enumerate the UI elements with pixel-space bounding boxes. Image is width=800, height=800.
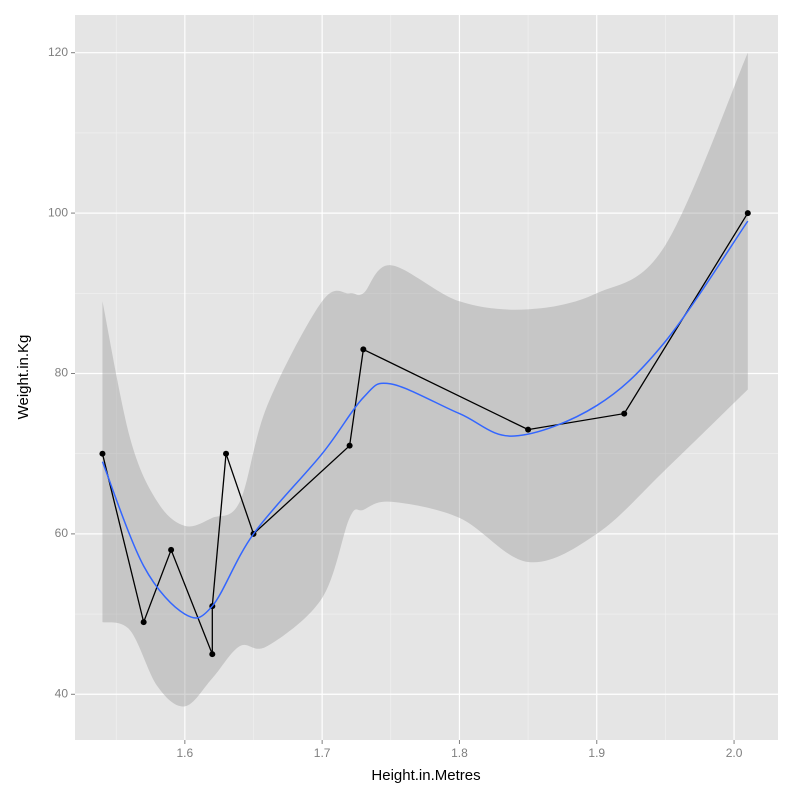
x-tick-label: 1.7 [314, 746, 331, 760]
data-point [209, 651, 216, 658]
y-tick-label: 40 [55, 686, 69, 700]
y-tick-label: 80 [55, 366, 69, 380]
x-tick-label: 1.6 [177, 746, 194, 760]
data-point [140, 619, 147, 626]
x-axis-title: Height.in.Metres [371, 767, 480, 784]
data-point [346, 442, 353, 449]
data-point [744, 210, 751, 217]
data-point [360, 346, 367, 353]
x-tick-label: 1.8 [451, 746, 468, 760]
data-point [525, 426, 532, 433]
smooth-line [101, 220, 749, 619]
data-line [101, 212, 749, 655]
data-point [99, 450, 106, 457]
data-point [168, 546, 175, 553]
y-tick-label: 100 [48, 205, 68, 219]
y-tick-label: 120 [48, 45, 68, 59]
x-tick-label: 2.0 [726, 746, 743, 760]
data-point [223, 450, 230, 457]
y-axis-title: Weight.in.Kg [15, 335, 32, 420]
data-point [621, 410, 628, 417]
x-tick-label: 1.9 [588, 746, 605, 760]
plot-panel [75, 15, 778, 740]
y-tick-label: 60 [55, 526, 69, 540]
